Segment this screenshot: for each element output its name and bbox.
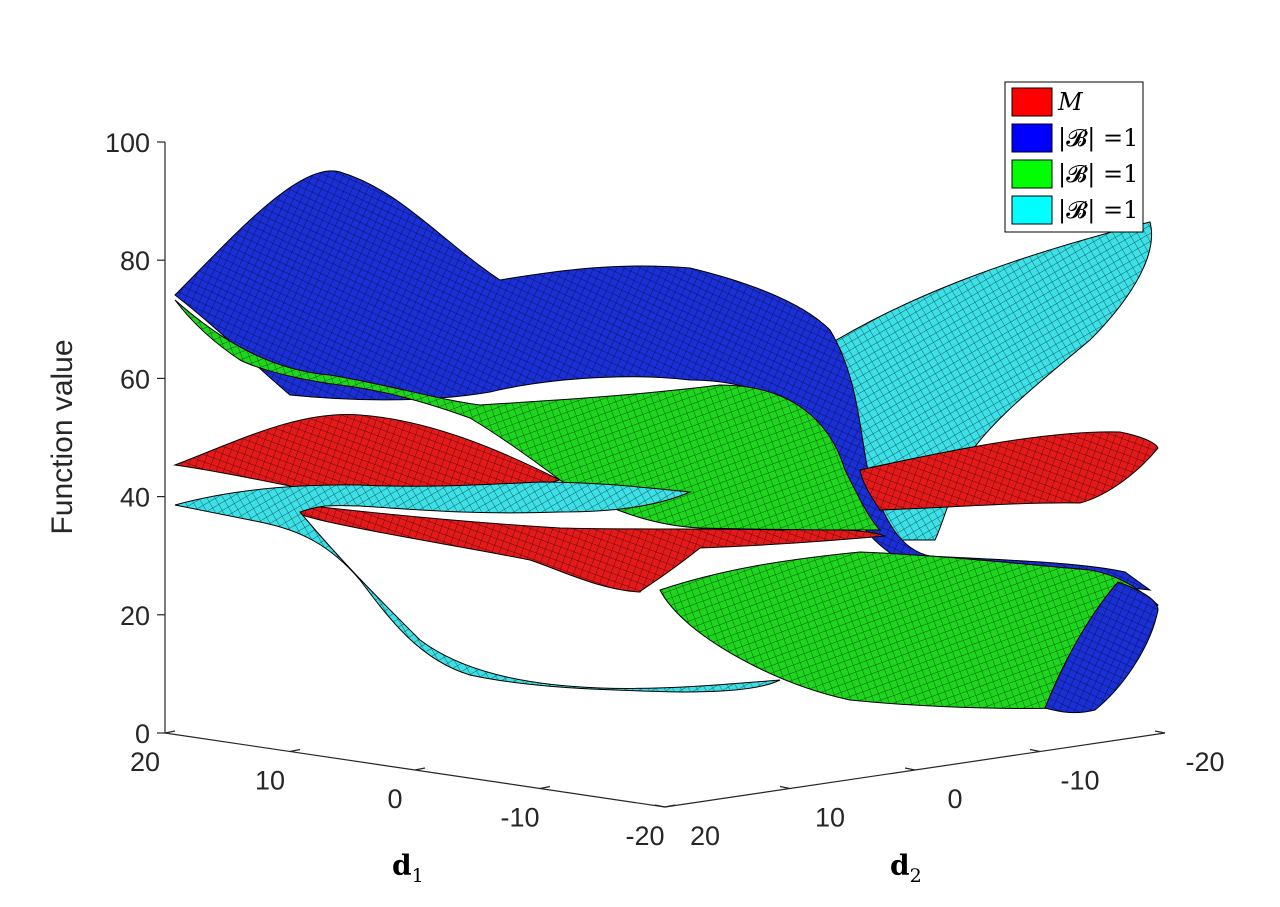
d1-tick-label: -10 [500,803,539,833]
d1-axis-ticks: 20 10 0 -10 -20 [130,730,676,851]
legend-label: |𝓑| =1 [1058,124,1138,153]
legend-label: |𝓑| =1 [1058,160,1138,189]
d2-tick-label: 20 [690,821,720,851]
d2-tick-mark [779,785,791,790]
d1-tick-label: -20 [625,821,664,851]
z-tick-label: 80 [120,246,150,276]
z-tick-label: 0 [135,719,150,749]
legend-label: M [1057,88,1084,116]
legend-swatch [1011,159,1053,189]
d2-axis-title: d2 [890,849,922,887]
d1-tick-mark [414,767,426,771]
d2-tick-mark [904,767,916,771]
d2-tick-label: 0 [947,784,962,814]
z-tick-label: 60 [120,364,150,394]
surface-red-lower [259,499,886,593]
z-tick-label: 100 [105,128,150,158]
d1-tick-label: 20 [130,747,160,777]
z-axis-ticks: 0 20 40 60 80 100 [105,128,165,749]
d2-tick-label: -10 [1060,766,1099,796]
d1-tick-label: 0 [387,784,402,814]
d1-axis-title: d1 [392,849,424,887]
surface-cyan-front [174,481,781,693]
d1-tick-mark [289,748,301,753]
d2-axis-ticks: 20 10 0 -10 -20 [654,730,1225,851]
d2-tick-mark [1154,730,1166,734]
surface-green-mid [174,299,882,531]
d1-tick-mark [164,730,176,734]
z-tick-label: 20 [120,601,150,631]
d2-tick-mark [654,804,666,808]
surface-red-right [859,431,1159,511]
z-axis-title: Function value [46,339,79,534]
d2-tick-mark [1029,748,1041,753]
d2-tick-label: 10 [815,803,845,833]
legend: M |𝓑| =1 |𝓑| =1 |𝓑| =1 [1004,81,1144,233]
surfaces [173,170,1159,714]
d1-tick-label: 10 [255,766,285,796]
surface-blue-top [174,170,1152,591]
d1-tick-mark [664,804,676,808]
d2-tick-label: -20 [1185,747,1224,777]
legend-swatch [1011,195,1053,225]
legend-swatch [1011,87,1053,117]
surface-blue-cap [1044,581,1159,714]
legend-swatch [1011,123,1053,153]
legend-label: |𝓑| =1 [1058,196,1138,225]
z-tick-label: 40 [120,483,150,513]
d1-tick-mark [539,785,551,790]
